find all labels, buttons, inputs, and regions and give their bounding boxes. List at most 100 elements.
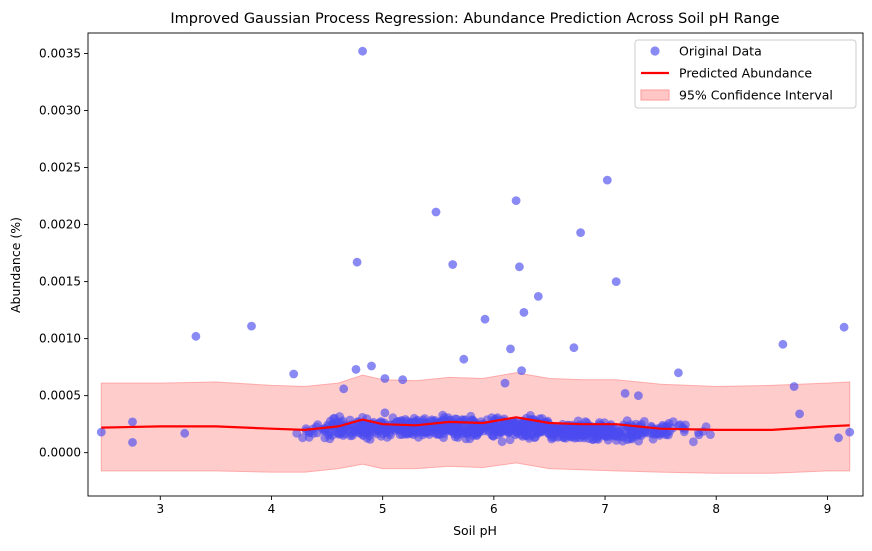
data-point	[611, 277, 621, 286]
x-axis-label: Soil pH	[453, 523, 497, 538]
data-point	[480, 314, 490, 324]
data-point	[533, 292, 543, 301]
data-point	[180, 428, 190, 438]
data-point	[454, 422, 463, 432]
legend: Original Data Predicted Abundance 95% Conf…	[634, 39, 857, 109]
legend-label: Predicted Abundance	[679, 66, 812, 81]
data-point	[515, 262, 524, 272]
data-point	[500, 420, 509, 430]
data-point	[356, 428, 365, 437]
x-tick-label: 4	[268, 502, 276, 516]
data-point	[497, 437, 507, 447]
data-point	[588, 425, 597, 435]
legend-marker	[650, 46, 660, 56]
x-tick-label: 3	[156, 502, 164, 516]
data-point	[706, 430, 715, 439]
x-tick-label: 9	[824, 502, 832, 516]
x-tick-label: 6	[490, 502, 498, 516]
data-point	[569, 343, 579, 353]
x-tick-label: 7	[601, 502, 609, 516]
data-point	[625, 434, 635, 444]
y-tick-label: 0.0005	[39, 389, 81, 403]
scatter-points-layer	[96, 46, 855, 447]
data-point	[604, 426, 614, 436]
data-point	[365, 435, 375, 444]
x-tick-label: 8	[712, 502, 720, 516]
plot-frame	[87, 32, 864, 497]
data-point	[320, 433, 330, 443]
data-point	[517, 366, 526, 375]
data-point	[330, 413, 339, 423]
data-point	[339, 384, 349, 394]
data-point	[674, 368, 683, 378]
data-point	[580, 433, 589, 443]
data-point	[448, 260, 458, 269]
data-point	[500, 378, 510, 388]
data-point	[128, 438, 137, 447]
data-point	[795, 409, 804, 419]
legend-box	[634, 39, 857, 109]
legend-label: 95% Confidence Interval	[679, 88, 833, 103]
y-tick-label: 0.0025	[39, 161, 81, 175]
data-point	[128, 417, 137, 427]
data-point	[351, 365, 361, 374]
y-tick-label: 0.0010	[39, 332, 81, 346]
x-tick-label: 5	[379, 502, 387, 516]
data-point	[464, 423, 474, 433]
data-point	[487, 430, 497, 440]
y-tick-label: 0.0020	[39, 218, 81, 232]
axes-layer: 3 4 5 6 7 8 9 0.0000 0.0005 0.0010 0.0015 0.0020 0.0…	[39, 32, 864, 516]
data-point	[420, 427, 429, 437]
data-point	[431, 207, 441, 217]
data-point	[595, 423, 605, 433]
data-point	[602, 175, 612, 185]
data-point	[298, 433, 307, 443]
data-point	[839, 322, 849, 332]
legend-patch	[640, 89, 670, 101]
data-point	[593, 432, 603, 442]
data-point	[395, 425, 405, 435]
data-point	[398, 375, 408, 385]
chart-title: Improved Gaussian Process Regression: Ab…	[170, 11, 779, 27]
data-point	[634, 430, 643, 439]
data-point	[511, 196, 521, 206]
data-point	[388, 413, 398, 423]
data-point	[443, 413, 453, 422]
data-point	[519, 308, 529, 317]
data-point	[678, 423, 688, 432]
data-point	[96, 427, 106, 437]
y-tick-label: 0.0035	[39, 47, 81, 61]
data-point	[457, 429, 467, 438]
data-point	[191, 331, 201, 341]
data-point	[352, 257, 362, 267]
data-point	[565, 431, 575, 440]
data-point	[664, 430, 673, 440]
data-point	[459, 354, 469, 364]
data-point	[778, 339, 788, 349]
data-point	[664, 418, 674, 428]
data-point	[614, 427, 624, 436]
data-point	[432, 425, 441, 435]
data-point	[367, 361, 376, 371]
data-point	[689, 437, 698, 447]
data-point	[845, 427, 855, 437]
data-point	[439, 429, 449, 438]
data-point	[361, 421, 370, 431]
data-point	[572, 433, 582, 443]
data-point	[650, 428, 660, 438]
data-point	[247, 321, 256, 331]
legend-label: Original Data	[679, 44, 762, 59]
data-point	[834, 433, 843, 443]
data-point	[506, 344, 515, 354]
data-point	[358, 46, 367, 56]
data-point	[380, 374, 390, 383]
data-point	[380, 408, 390, 418]
data-point	[327, 431, 337, 440]
data-point	[789, 382, 799, 391]
prediction-line-layer	[101, 416, 850, 431]
data-point	[557, 423, 567, 432]
data-point	[338, 416, 348, 426]
data-point	[576, 228, 585, 238]
